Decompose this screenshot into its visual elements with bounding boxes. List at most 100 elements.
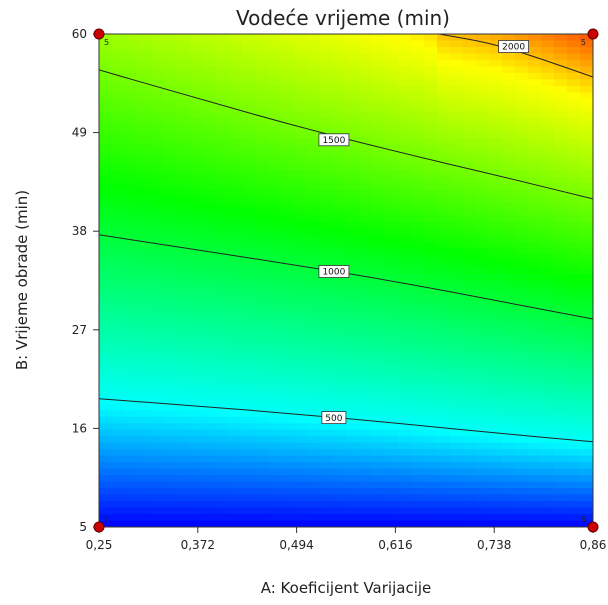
heatmap-cell	[567, 105, 581, 113]
heatmap-cell	[307, 189, 321, 197]
heatmap-cell	[320, 358, 334, 366]
heatmap-cell	[515, 371, 529, 379]
heatmap-cell	[229, 449, 243, 457]
heatmap-cell	[255, 79, 269, 87]
heatmap-cell	[424, 319, 438, 327]
heatmap-cell	[164, 358, 178, 366]
heatmap-cell	[294, 338, 308, 346]
heatmap-cell	[554, 351, 568, 359]
heatmap-cell	[541, 202, 555, 210]
heatmap-cell	[437, 514, 451, 522]
heatmap-cell	[216, 429, 230, 437]
heatmap-cell	[346, 53, 360, 61]
heatmap-cell	[359, 228, 373, 236]
heatmap-cell	[125, 364, 139, 372]
heatmap-cell	[372, 325, 386, 333]
heatmap-cell	[294, 280, 308, 288]
heatmap-cell	[411, 319, 425, 327]
heatmap-cell	[99, 280, 113, 288]
heatmap-cell	[502, 85, 516, 93]
heatmap-cell	[138, 377, 152, 385]
heatmap-cell	[281, 274, 295, 282]
heatmap-cell	[515, 202, 529, 210]
heatmap-cell	[99, 462, 113, 470]
heatmap-cell	[216, 248, 230, 256]
heatmap-cell	[567, 312, 581, 321]
heatmap-cell	[450, 410, 464, 418]
heatmap-cell	[281, 98, 295, 106]
heatmap-cell	[346, 105, 360, 113]
heatmap-cell	[203, 436, 217, 444]
heatmap-cell	[372, 371, 386, 379]
heatmap-cell	[203, 196, 217, 204]
heatmap-cell	[164, 312, 178, 321]
heatmap-cell	[125, 196, 139, 204]
heatmap-cell	[320, 111, 334, 119]
heatmap-cell	[554, 209, 568, 217]
heatmap-cell	[437, 111, 451, 119]
heatmap-cell	[112, 312, 126, 321]
heatmap-cell	[320, 520, 334, 527]
heatmap-cell	[229, 144, 243, 152]
heatmap-cell	[476, 481, 490, 489]
heatmap-cell	[437, 488, 451, 496]
heatmap-cell	[359, 507, 373, 515]
heatmap-cell	[138, 267, 152, 275]
heatmap-cell	[112, 118, 126, 126]
heatmap-cell	[554, 144, 568, 152]
heatmap-cell	[307, 416, 321, 424]
heatmap-cell	[177, 507, 191, 515]
heatmap-cell	[450, 403, 464, 411]
heatmap-cell	[372, 215, 386, 223]
heatmap-cell	[554, 319, 568, 327]
heatmap-cell	[398, 34, 412, 42]
heatmap-cell	[528, 299, 542, 308]
heatmap-cell	[528, 85, 542, 93]
heatmap-cell	[294, 332, 308, 340]
heatmap-cell	[528, 241, 542, 249]
heatmap-cell	[190, 358, 204, 366]
heatmap-cell	[398, 183, 412, 191]
heatmap-cell	[515, 228, 529, 236]
heatmap-cell	[216, 40, 230, 48]
heatmap-cell	[229, 501, 243, 509]
heatmap-cell	[229, 299, 243, 308]
heatmap-cell	[190, 235, 204, 243]
heatmap-cell	[268, 306, 282, 314]
heatmap-cell	[424, 66, 438, 74]
heatmap-cell	[151, 429, 165, 437]
heatmap-cell	[164, 124, 178, 132]
heatmap-cell	[281, 520, 295, 527]
heatmap-cell	[398, 390, 412, 398]
heatmap-cell	[567, 475, 581, 483]
heatmap-cell	[411, 442, 425, 450]
heatmap-cell	[281, 241, 295, 249]
heatmap-cell	[554, 410, 568, 418]
heatmap-cell	[268, 118, 282, 126]
heatmap-cell	[463, 488, 477, 496]
heatmap-cell	[411, 137, 425, 145]
heatmap-cell	[372, 144, 386, 152]
heatmap-cell	[515, 85, 529, 93]
heatmap-cell	[580, 235, 593, 243]
heatmap-cell	[177, 209, 191, 217]
heatmap-cell	[229, 215, 243, 223]
heatmap-cell	[541, 475, 555, 483]
heatmap-cell	[372, 332, 386, 340]
heatmap-cell	[528, 481, 542, 489]
heatmap-cell	[359, 397, 373, 405]
heatmap-cell	[346, 150, 360, 158]
heatmap-cell	[567, 462, 581, 470]
heatmap-cell	[372, 462, 386, 470]
heatmap-cell	[346, 261, 360, 269]
heatmap-cell	[489, 299, 503, 308]
heatmap-cell	[372, 254, 386, 262]
heatmap-cell	[203, 494, 217, 502]
heatmap-cell	[372, 280, 386, 288]
heatmap-cell	[216, 131, 230, 139]
heatmap-cell	[333, 189, 347, 197]
heatmap-cell	[359, 442, 373, 450]
heatmap-cell	[190, 92, 204, 100]
heatmap-cell	[411, 118, 425, 126]
heatmap-cell	[203, 274, 217, 282]
